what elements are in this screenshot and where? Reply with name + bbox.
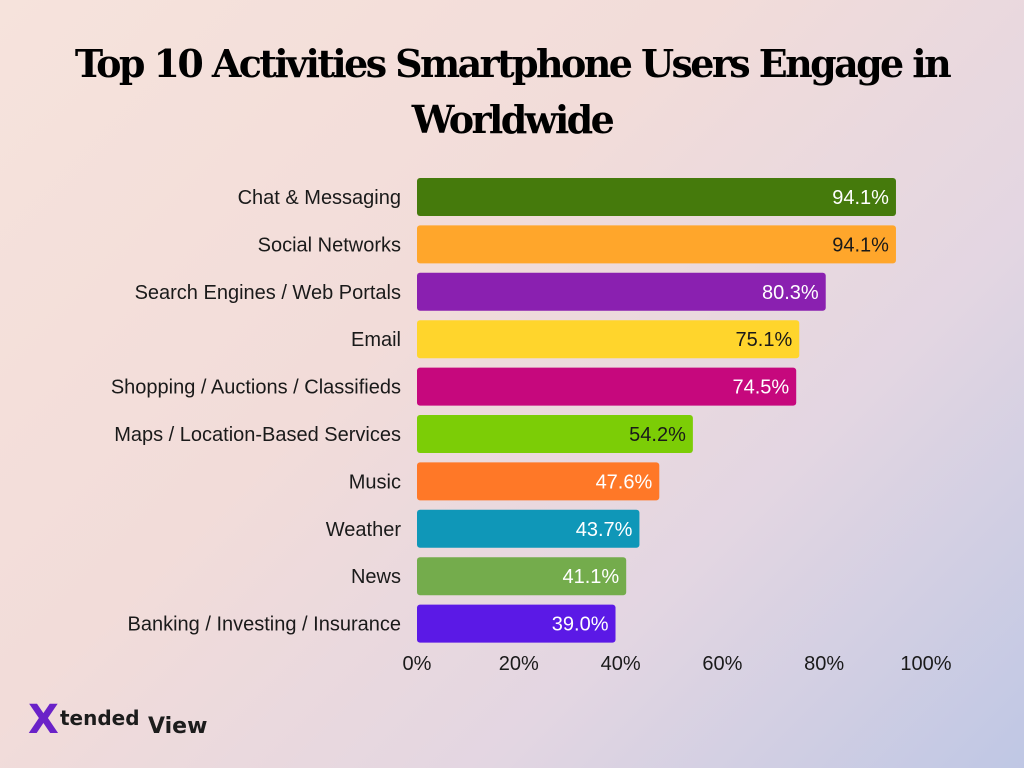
x-tick-label: 20% — [499, 653, 539, 675]
data-label: 54.2% — [629, 424, 686, 446]
bar — [417, 604, 616, 643]
data-label: 47.6% — [596, 471, 653, 493]
category-label: Maps / Location-Based Services — [114, 424, 401, 446]
category-label: Email — [351, 329, 401, 351]
bar — [417, 320, 800, 359]
bar-chart: Chat & Messaging 94.1% Social Networks 94.1… — [111, 178, 952, 675]
chart-title: Top 10 Activities Smartphone Users Engag… — [74, 41, 952, 142]
logo-word-view: View — [148, 714, 208, 739]
x-tick-label: 40% — [601, 653, 641, 675]
data-label: 39.0% — [552, 614, 609, 636]
bar — [417, 462, 660, 501]
bar — [417, 367, 797, 406]
category-label: Weather — [326, 519, 402, 541]
x-tick-label: 60% — [702, 653, 742, 675]
category-label: Chat & Messaging — [238, 187, 401, 209]
logo-word-tended: tended — [60, 706, 140, 730]
data-label: 41.1% — [562, 566, 619, 588]
data-label: 74.5% — [732, 377, 789, 399]
category-label: Social Networks — [258, 234, 401, 256]
x-tick-label: 80% — [804, 653, 844, 675]
data-label: 75.1% — [736, 329, 793, 351]
category-label: Search Engines / Web Portals — [135, 282, 401, 304]
data-label: 80.3% — [762, 282, 819, 304]
category-label: Shopping / Auctions / Classifieds — [111, 377, 401, 399]
xtendedview-logo: X tended View — [28, 700, 218, 744]
data-label: 94.1% — [832, 234, 889, 256]
data-label: 94.1% — [832, 187, 889, 209]
bar — [417, 272, 826, 311]
x-tick-label: 100% — [900, 653, 951, 675]
bar — [417, 509, 640, 548]
x-tick-label: 0% — [403, 653, 432, 675]
bar — [417, 557, 627, 596]
bar — [417, 415, 693, 453]
logo-mark: X — [28, 697, 59, 743]
data-label: 43.7% — [576, 519, 633, 541]
category-label: News — [351, 566, 401, 588]
category-label: Banking / Investing / Insurance — [128, 614, 402, 636]
category-label: Music — [349, 471, 401, 493]
bar — [417, 225, 896, 264]
bar — [417, 178, 896, 216]
